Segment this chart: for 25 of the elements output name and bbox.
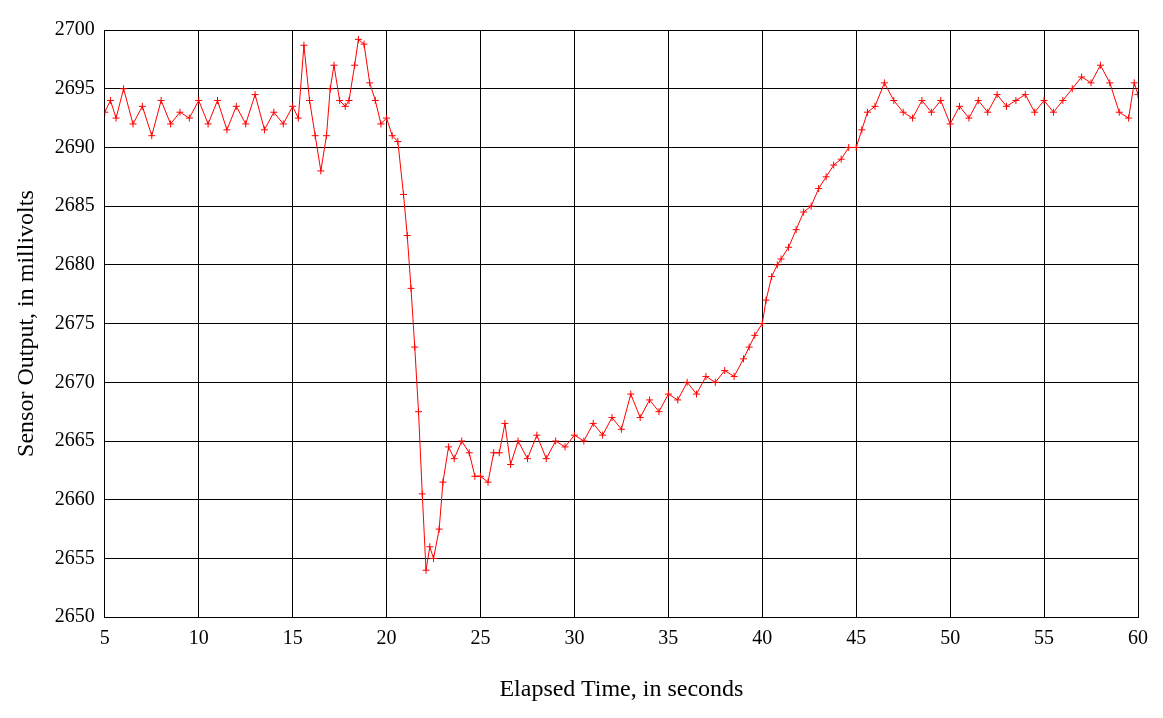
x-tick-label: 45	[846, 626, 867, 649]
y-tick-label: 2660	[54, 487, 95, 510]
y-tick-label: 2685	[54, 193, 95, 216]
y-tick-label: 2655	[54, 545, 95, 568]
x-axis-title: Elapsed Time, in seconds	[499, 674, 744, 701]
x-tick-label: 25	[470, 626, 491, 649]
x-tick-label: 50	[940, 626, 961, 649]
y-tick-label: 2680	[54, 252, 95, 275]
y-axis-title: Sensor Output, in millivolts	[11, 190, 38, 457]
x-tick-label: 60	[1128, 626, 1148, 649]
x-tick-label: 30	[564, 626, 585, 649]
x-tick-label: 10	[188, 626, 209, 649]
x-tick-label: 40	[752, 626, 773, 649]
y-tick-label: 2670	[54, 369, 95, 392]
y-tick-label: 2695	[54, 75, 95, 98]
x-tick-label: 5	[99, 626, 110, 649]
x-tick-label: 35	[658, 626, 679, 649]
y-tick-label: 2665	[54, 428, 95, 451]
y-tick-label: 2700	[54, 17, 95, 40]
x-tick-label: 55	[1034, 626, 1055, 649]
y-tick-label: 2690	[54, 134, 95, 157]
x-tick-label: 15	[282, 626, 303, 649]
y-tick-label: 2675	[54, 310, 95, 333]
x-tick-label: 20	[376, 626, 397, 649]
y-tick-label: 2650	[54, 604, 95, 627]
